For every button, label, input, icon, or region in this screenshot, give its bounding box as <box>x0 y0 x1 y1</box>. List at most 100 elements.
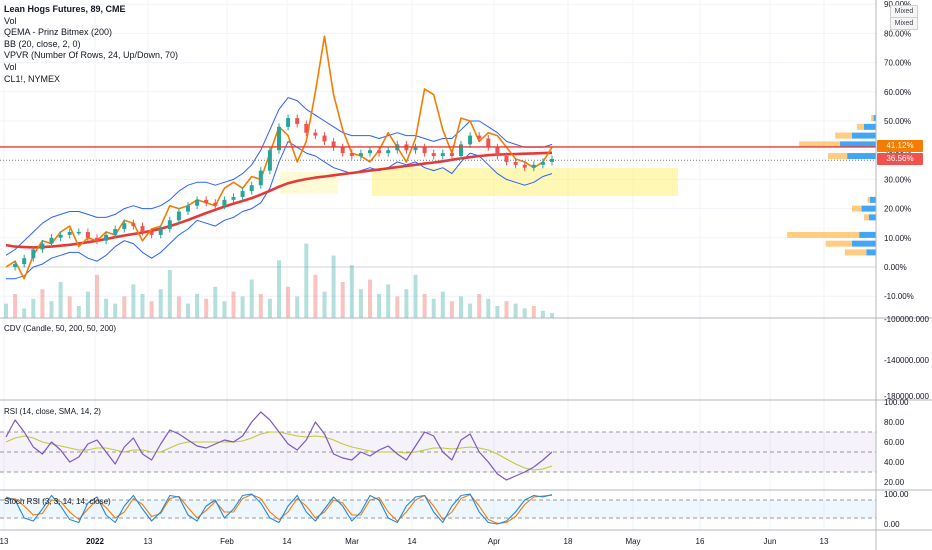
legend-line-bb[interactable]: BB (20, close, 2, 0) <box>4 38 81 49</box>
time-axis-label: Feb <box>220 537 234 546</box>
vpvr-down-bar <box>844 249 867 256</box>
rsi-band <box>0 431 876 473</box>
volume-bar <box>395 296 400 318</box>
volume-bar <box>149 301 154 318</box>
highlight-zones <box>280 168 678 196</box>
legend-line-vol-2[interactable]: Vol <box>4 61 17 72</box>
stoch-series <box>5 493 553 525</box>
stoch-pane-label[interactable]: Stoch RSI (3, 3, 14, 14, close) <box>4 497 111 506</box>
volume-bar <box>404 289 409 318</box>
vpvr-up-bar <box>870 196 876 203</box>
legend-line-vol[interactable]: Vol <box>4 15 17 26</box>
stoch-band <box>0 499 876 519</box>
volume-bar <box>186 303 190 318</box>
volume-bar <box>222 301 227 318</box>
candle-body <box>313 132 318 136</box>
volume-bar <box>331 255 336 318</box>
volume-bar <box>322 291 327 318</box>
stoch-axis-label: 100.00 <box>884 490 909 499</box>
candle-body <box>540 161 545 165</box>
candle-body <box>304 123 309 133</box>
time-axis-label: 14 <box>408 537 417 546</box>
price-axis[interactable]: 90.00%80.00%70.00%60.00%50.00%40.00%30.0… <box>884 0 929 529</box>
candle-body <box>204 199 209 203</box>
mixed-badge[interactable]: Mixed <box>890 5 918 18</box>
mixed-badge-2[interactable]: Mixed <box>890 17 918 30</box>
cdv-axis-label: -140000.000 <box>884 356 929 365</box>
candle-body <box>368 150 372 154</box>
vpvr-up-bar <box>868 214 876 221</box>
time-axis-label: 13 <box>820 537 829 546</box>
candle-body <box>477 135 482 139</box>
volume-bar <box>67 296 72 318</box>
volume-bar <box>167 270 172 318</box>
volume-bars <box>4 243 554 318</box>
candle-body <box>295 118 300 124</box>
stoch-k-line <box>5 493 553 525</box>
volume-bar <box>449 301 454 318</box>
rsi-series <box>5 411 553 481</box>
volume-bar <box>176 296 181 318</box>
volume-bar <box>358 289 363 318</box>
candle-body <box>104 234 109 241</box>
stoch-d-line <box>5 494 553 524</box>
vpvr-down-bar <box>787 231 860 238</box>
candle-body <box>167 220 172 230</box>
volume-bar <box>431 298 436 318</box>
volume-bar <box>231 291 236 318</box>
bb-lower-line <box>6 140 553 280</box>
volume-bar <box>31 298 36 318</box>
candle-body <box>449 153 454 157</box>
candle-body <box>513 161 518 165</box>
volume-bar <box>104 298 109 318</box>
volume-bar <box>377 294 382 318</box>
cdv-axis-label: -180000.000 <box>884 392 929 401</box>
candle-body <box>58 234 63 238</box>
volume-bar <box>40 289 45 318</box>
price-tag-hogs-label: 36.56% <box>886 154 914 163</box>
candle-body <box>158 229 163 235</box>
volume-bar <box>313 274 318 318</box>
legend-line-vpvr[interactable]: VPVR (Number Of Rows, 24, Up/Down, 70) <box>4 50 179 61</box>
time-axis-label: Jun <box>764 537 777 546</box>
vpvr-up-bar <box>852 240 876 247</box>
candle-body <box>377 150 382 154</box>
price-axis-label: 50.00% <box>884 117 911 126</box>
rsi-line <box>5 411 553 481</box>
cdv-pane-label[interactable]: CDV (Candle, 50, 200, 50, 200) <box>4 324 117 333</box>
price-tag-hogs: 36.56% <box>877 153 923 165</box>
rsi-pane-label[interactable]: RSI (14, close, SMA, 14, 2) <box>4 407 101 416</box>
rsi-axis-label: 100.00 <box>884 398 909 407</box>
volume-bar <box>386 284 391 318</box>
volume-bar <box>122 296 127 318</box>
volume-bar <box>49 301 54 318</box>
candle-body <box>22 258 27 265</box>
legend-line-cl[interactable]: CL1!, NYMEX <box>4 73 61 84</box>
volume-bar <box>240 296 245 318</box>
legend-line-qema[interactable]: QEMA - Prinz Bitmex (200) <box>4 27 113 38</box>
volume-bar <box>195 294 200 318</box>
time-axis-label: Apr <box>488 537 501 546</box>
candle-body <box>358 153 363 157</box>
candle-body <box>222 199 227 206</box>
candle-body <box>31 249 36 259</box>
time-axis[interactable]: 13 2022 13 Feb 14 Mar 14 Apr 18 May 16 Jun 13 <box>0 537 829 546</box>
price-tag-cl-label: 41.12% <box>886 141 914 150</box>
candles <box>13 114 554 271</box>
vpvr-up-bar <box>859 231 876 238</box>
candle-body <box>49 237 54 244</box>
candle-body <box>386 150 391 154</box>
price-axis-label: 0.00% <box>884 263 907 272</box>
volume-bar <box>13 294 18 318</box>
time-axis-label: 2022 <box>86 537 104 546</box>
candle-body <box>413 147 418 151</box>
volume-bar <box>468 303 473 318</box>
candle-body <box>122 223 127 230</box>
vpvr-down-bar <box>856 123 864 130</box>
candle-body <box>95 237 99 241</box>
price-axis-label: 10.00% <box>884 234 911 243</box>
volume-bar <box>131 284 136 318</box>
volume-bar <box>4 303 8 318</box>
